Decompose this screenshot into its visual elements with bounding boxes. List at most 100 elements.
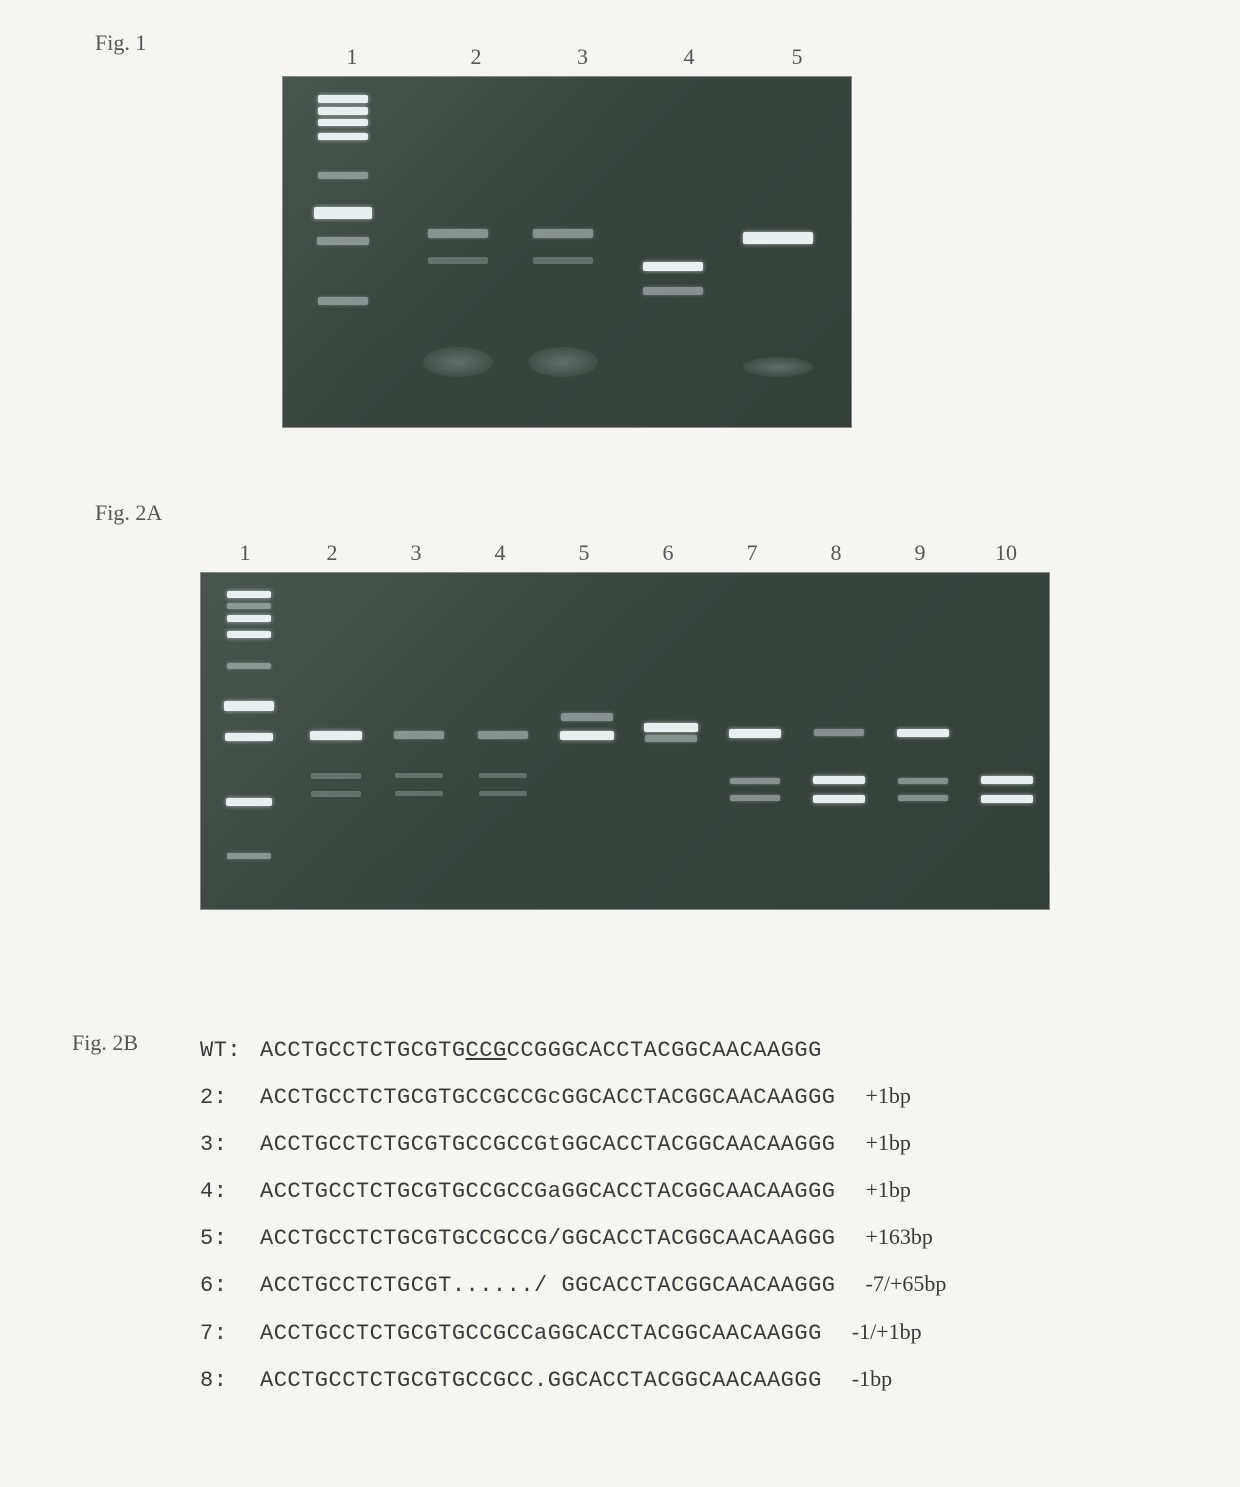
fig1-gel-container: 12345: [282, 44, 852, 428]
fig1-label: Fig. 1: [95, 30, 146, 56]
sequence-row-label: 4:: [200, 1169, 260, 1214]
gel-band: [643, 262, 703, 271]
gel-band: [227, 615, 271, 622]
gel-band: [898, 778, 948, 784]
gel-band: [227, 591, 271, 598]
gel-band: [644, 723, 698, 732]
gel-band: [814, 729, 864, 736]
lane-label: 5: [542, 540, 626, 566]
sequence-text: ACCTGCCTCTGCGTGCCGCCG/GGCACCTACGGCAACAAG…: [260, 1216, 836, 1261]
gel-band: [318, 297, 368, 305]
fig2b-label: Fig. 2B: [72, 1030, 138, 1056]
gel-band: [318, 119, 368, 126]
lane-label: 3: [530, 44, 635, 70]
gel-band: [395, 791, 443, 796]
fig2a-gel-container: 12345678910: [200, 540, 1050, 910]
sequence-annotation: -1bp: [852, 1356, 892, 1401]
gel-band: [227, 663, 271, 669]
gel-band: [479, 773, 527, 778]
sequence-row-label: 6:: [200, 1263, 260, 1308]
sequence-row: 2:ACCTGCCTCTGCGTGCCGCCGcGGCACCTACGGCAACA…: [200, 1073, 946, 1120]
fig1-gel: [282, 76, 852, 428]
sequence-annotation: +1bp: [866, 1120, 911, 1165]
gel-band: [310, 731, 362, 740]
gel-band: [318, 95, 368, 103]
sequence-text: ACCTGCCTCTGCGTGCCGCCaGGCACCTACGGCAACAAGG…: [260, 1311, 822, 1356]
gel-band: [898, 795, 948, 801]
lane-label: 1: [200, 540, 290, 566]
sequence-annotation: -7/+65bp: [866, 1261, 947, 1306]
sequence-text: ACCTGCCTCTGCGTGCCGCCGaGGCACCTACGGCAACAAG…: [260, 1169, 836, 1214]
gel-band: [561, 713, 613, 721]
sequence-annotation: +1bp: [866, 1167, 911, 1212]
gel-band: [528, 347, 598, 377]
lane-label: 2: [422, 44, 530, 70]
sequence-row: 6:ACCTGCCTCTGCGT....../ GGCACCTACGGCAACA…: [200, 1261, 946, 1308]
gel-band: [227, 853, 271, 859]
gel-band: [318, 172, 368, 179]
gel-band: [395, 773, 443, 778]
sequence-annotation: +1bp: [866, 1073, 911, 1118]
gel-band: [560, 731, 614, 740]
sequence-row: WT:ACCTGCCTCTGCGTGCCGCCGGGCACCTACGGCAACA…: [200, 1028, 946, 1073]
gel-band: [730, 795, 780, 801]
lane-label: 1: [282, 44, 422, 70]
sequence-text: ACCTGCCTCTGCGTGCCGCCGcGGCACCTACGGCAACAAG…: [260, 1075, 836, 1120]
sequence-text: ACCTGCCTCTGCGTGCCGCCGGGCACCTACGGCAACAAGG…: [260, 1028, 822, 1073]
sequence-row: 7:ACCTGCCTCTGCGTGCCGCCaGGCACCTACGGCAACAA…: [200, 1309, 946, 1356]
gel-band: [423, 347, 493, 377]
sequence-row-label: WT:: [200, 1028, 260, 1073]
gel-band: [533, 257, 593, 264]
gel-band: [729, 729, 781, 738]
sequence-row: 5:ACCTGCCTCTGCGTGCCGCCG/GGCACCTACGGCAACA…: [200, 1214, 946, 1261]
gel-band: [227, 603, 271, 609]
gel-band: [743, 232, 813, 244]
sequence-row: 4:ACCTGCCTCTGCGTGCCGCCGaGGCACCTACGGCAACA…: [200, 1167, 946, 1214]
fig1-lane-labels: 12345: [282, 44, 852, 70]
sequence-annotation: +163bp: [866, 1214, 933, 1259]
gel-band: [227, 631, 271, 638]
lane-label: 6: [626, 540, 710, 566]
sequence-row-label: 7:: [200, 1311, 260, 1356]
sequence-row-label: 2:: [200, 1075, 260, 1120]
gel-band: [311, 791, 361, 797]
gel-band: [428, 229, 488, 238]
lane-label: 9: [878, 540, 962, 566]
lane-label: 4: [635, 44, 743, 70]
gel-band: [311, 773, 361, 779]
gel-band: [643, 287, 703, 295]
lane-label: 10: [962, 540, 1050, 566]
gel-band: [981, 776, 1033, 784]
sequence-row-label: 8:: [200, 1358, 260, 1403]
gel-band: [318, 133, 368, 140]
gel-band: [645, 735, 697, 742]
lane-label: 8: [794, 540, 878, 566]
gel-band: [730, 778, 780, 784]
gel-band: [224, 701, 274, 711]
gel-band: [394, 731, 444, 739]
gel-band: [428, 257, 488, 264]
fig2a-gel: [200, 572, 1050, 910]
gel-band: [226, 798, 272, 806]
lane-label: 7: [710, 540, 794, 566]
fig2a-lane-labels: 12345678910: [200, 540, 1050, 566]
sequence-text: ACCTGCCTCTGCGTGCCGCCGtGGCACCTACGGCAACAAG…: [260, 1122, 836, 1167]
fig2b-sequence-alignment: WT:ACCTGCCTCTGCGTGCCGCCGGGCACCTACGGCAACA…: [200, 1028, 946, 1403]
gel-band: [813, 795, 865, 803]
gel-band: [317, 237, 369, 245]
gel-band: [314, 207, 372, 219]
lane-label: 5: [743, 44, 851, 70]
sequence-row: 8:ACCTGCCTCTGCGTGCCGCC.GGCACCTACGGCAACAA…: [200, 1356, 946, 1403]
lane-label: 4: [458, 540, 542, 566]
gel-band: [478, 731, 528, 739]
lane-label: 2: [290, 540, 374, 566]
sequence-text: ACCTGCCTCTGCGTGCCGCC.GGCACCTACGGCAACAAGG…: [260, 1358, 822, 1403]
gel-band: [981, 795, 1033, 803]
sequence-row: 3:ACCTGCCTCTGCGTGCCGCCGtGGCACCTACGGCAACA…: [200, 1120, 946, 1167]
gel-band: [225, 733, 273, 741]
gel-band: [479, 791, 527, 796]
sequence-row-label: 5:: [200, 1216, 260, 1261]
gel-band: [533, 229, 593, 238]
sequence-row-label: 3:: [200, 1122, 260, 1167]
sequence-annotation: -1/+1bp: [852, 1309, 922, 1354]
